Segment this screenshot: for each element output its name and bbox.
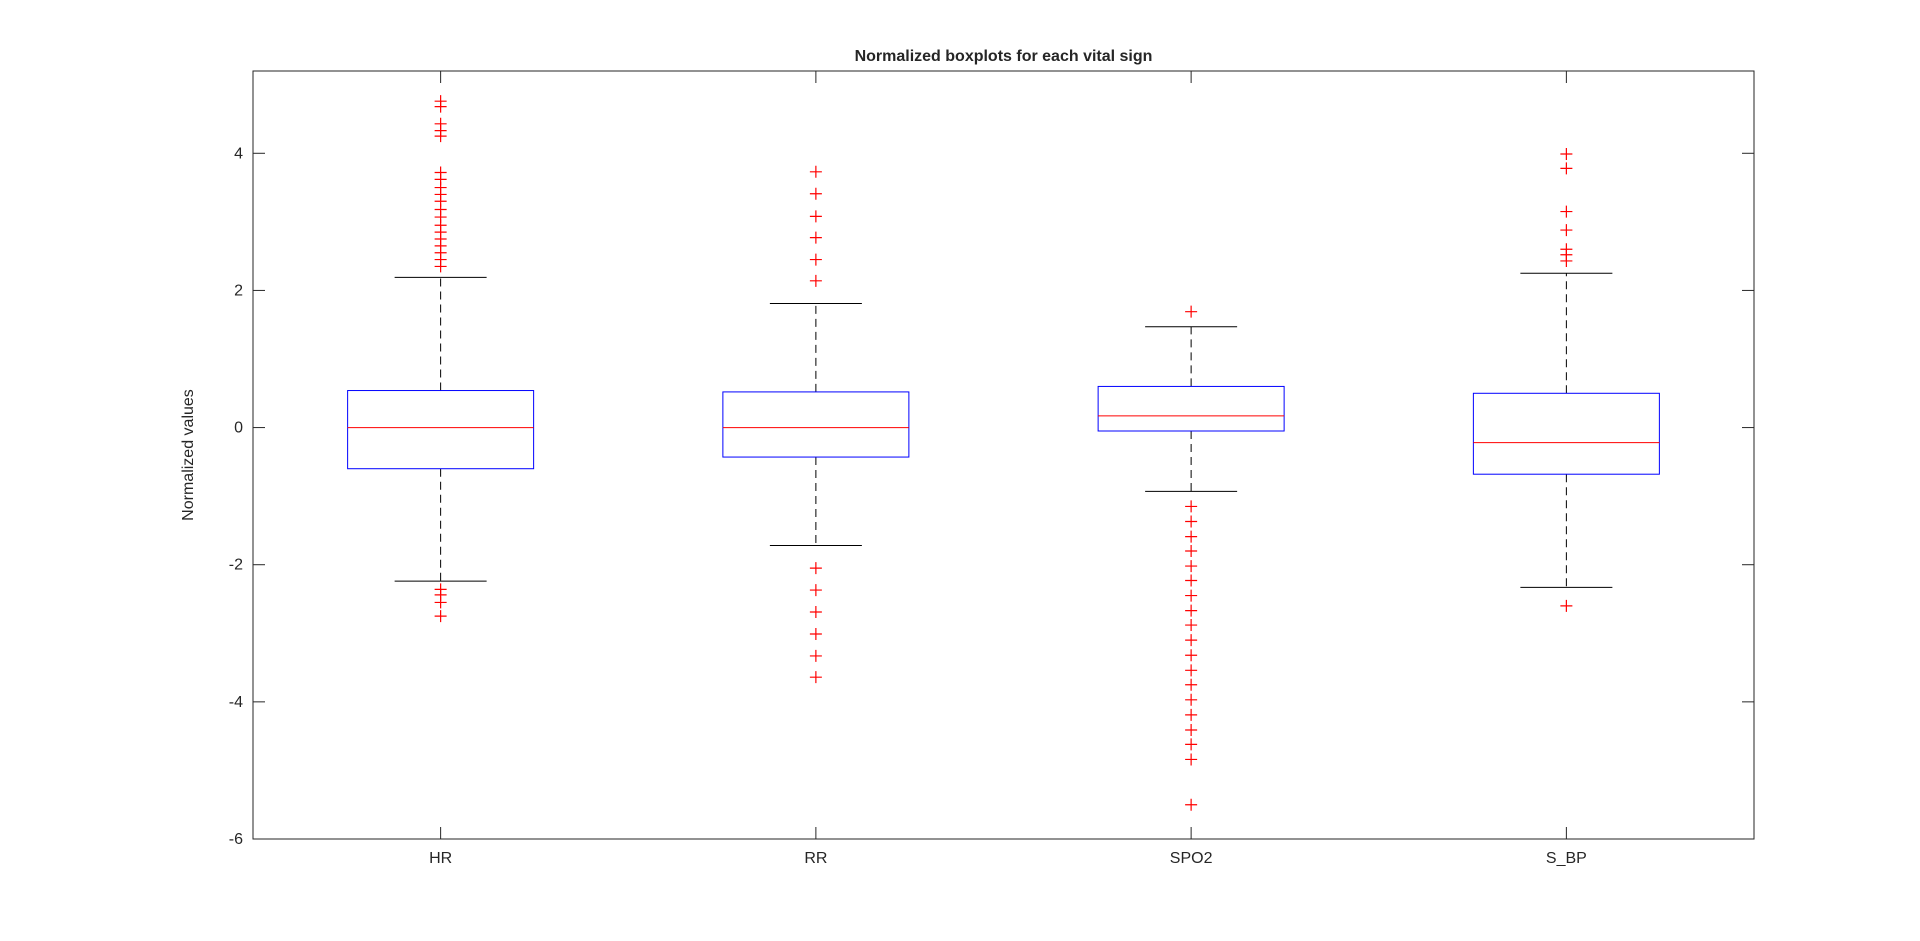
- x-tick-label: HR: [429, 850, 452, 867]
- x-tick-label: SPO2: [1170, 850, 1213, 867]
- outlier-spo2: [1185, 649, 1198, 662]
- box-s-bp: [1472, 392, 1660, 475]
- outlier-spo2: [1185, 574, 1198, 587]
- outlier-s-bp: [1560, 147, 1573, 160]
- outlier-spo2: [1185, 723, 1198, 736]
- outlier-hr: [434, 596, 447, 609]
- outlier-rr: [809, 649, 822, 662]
- outlier-spo2: [1185, 500, 1198, 513]
- outlier-spo2: [1185, 678, 1198, 691]
- outlier-s-bp: [1560, 599, 1573, 612]
- y-tick-label: -4: [229, 694, 243, 711]
- outlier-spo2: [1185, 708, 1198, 721]
- outlier-s-bp: [1560, 254, 1573, 267]
- outlier-rr: [809, 671, 822, 684]
- y-tick-label: 2: [234, 282, 243, 299]
- x-tick-label: RR: [804, 850, 827, 867]
- outlier-hr: [434, 130, 447, 143]
- x-tick-label: S_BP: [1546, 850, 1587, 867]
- y-tick-label: -2: [229, 557, 243, 574]
- outlier-spo2: [1185, 693, 1198, 706]
- outlier-rr: [809, 584, 822, 597]
- outlier-rr: [809, 253, 822, 266]
- outlier-spo2: [1185, 560, 1198, 573]
- outlier-spo2: [1185, 305, 1198, 318]
- outlier-s-bp: [1560, 224, 1573, 237]
- outlier-spo2: [1185, 753, 1198, 766]
- outlier-spo2: [1185, 604, 1198, 617]
- outlier-rr: [809, 627, 822, 640]
- outlier-rr: [809, 274, 822, 287]
- outlier-rr: [809, 231, 822, 244]
- outlier-rr: [809, 165, 822, 178]
- outlier-spo2: [1185, 530, 1198, 543]
- chart-title: Normalized boxplots for each vital sign: [855, 48, 1153, 65]
- outlier-hr: [434, 610, 447, 623]
- y-tick-label: 0: [234, 420, 243, 437]
- outlier-rr: [809, 187, 822, 200]
- outlier-spo2: [1185, 664, 1198, 677]
- outlier-spo2: [1185, 545, 1198, 557]
- outlier-spo2: [1185, 619, 1198, 632]
- y-axis-label: Normalized values: [180, 389, 197, 521]
- outlier-s-bp: [1560, 162, 1573, 175]
- outlier-hr: [434, 100, 447, 113]
- y-tick-label: -6: [229, 831, 243, 848]
- plot-area: -6 -4 -2 0 2 4 HR RR SPO2 S_BP: [229, 70, 1755, 867]
- box-hr: [347, 390, 535, 470]
- outlier-spo2: [1185, 798, 1198, 811]
- outlier-s-bp: [1560, 205, 1573, 218]
- outlier-spo2: [1185, 634, 1198, 647]
- axes-frame: [252, 70, 1755, 840]
- outlier-rr: [809, 562, 822, 575]
- outlier-spo2: [1185, 515, 1198, 528]
- outlier-spo2: [1185, 589, 1198, 602]
- outlier-spo2: [1185, 738, 1198, 751]
- box-rr: [722, 391, 910, 458]
- outlier-rr: [809, 210, 822, 223]
- y-tick-label: 4: [234, 145, 243, 162]
- box-spo2: [1097, 385, 1285, 432]
- outlier-hr: [434, 260, 447, 273]
- outlier-rr: [809, 606, 822, 619]
